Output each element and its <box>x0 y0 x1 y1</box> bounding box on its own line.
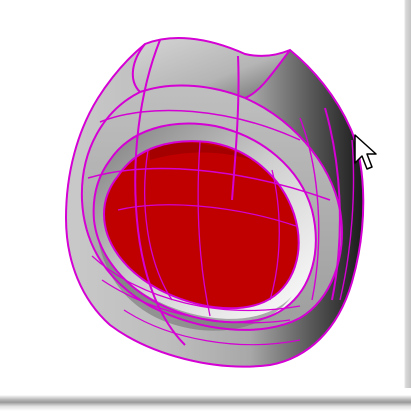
edge-highlights <box>64 37 365 368</box>
part-top-face[interactable] <box>132 38 290 98</box>
selected-face[interactable] <box>104 141 299 309</box>
viewport-right-edge <box>398 0 411 395</box>
viewport-bottom-edge <box>0 388 411 411</box>
selected-face-shade <box>150 142 252 160</box>
bore-lower-shading <box>98 240 292 331</box>
arrow-cursor-icon <box>354 134 377 170</box>
